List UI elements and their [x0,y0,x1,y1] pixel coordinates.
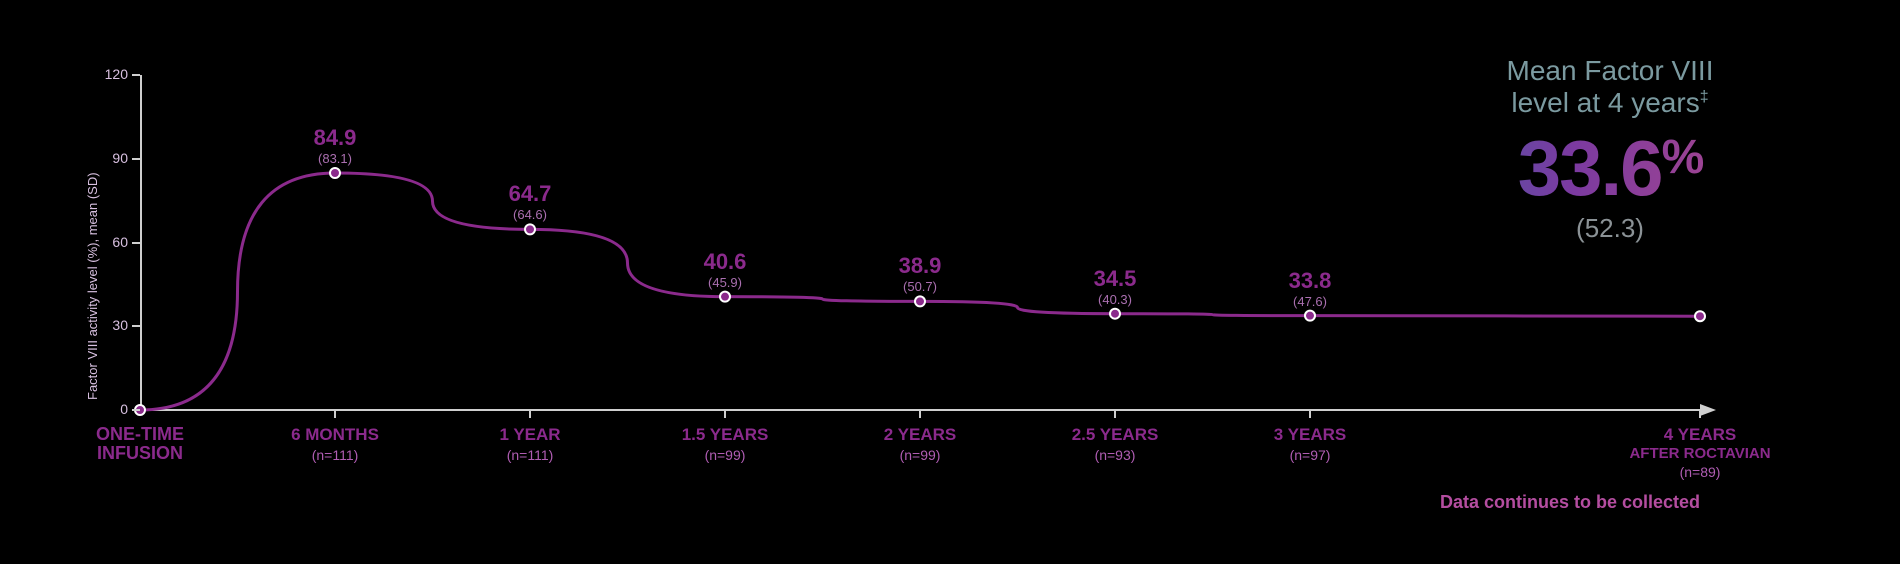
x-tick-label: 1.5 YEARS(n=99) [682,425,769,463]
chart-svg [0,0,1900,564]
x-origin-label: ONE-TIME INFUSION [96,425,184,463]
data-point-marker [1305,311,1315,321]
x-origin-line1: ONE-TIME [96,424,184,444]
data-point-marker [1695,311,1705,321]
footnote-text: Data continues to be collected [1440,492,1700,513]
data-point-marker [330,168,340,178]
x-tick-label: 4 YEARSAFTER ROCTAVIAN(n=89) [1629,425,1770,480]
y-tick-label: 0 [98,401,128,417]
y-tick-mark [132,74,140,76]
x-tick-mark [1114,410,1116,418]
data-point-marker [720,292,730,302]
y-tick-label: 30 [98,317,128,333]
data-point-label: 34.5(40.3) [1094,266,1137,307]
x-tick-label: 3 YEARS(n=97) [1274,425,1346,463]
data-point-label: 40.6(45.9) [704,249,747,290]
data-point-label: 84.9(83.1) [314,125,357,166]
data-point-marker [525,224,535,234]
x-tick-mark [919,410,921,418]
x-tick-label: 2 YEARS(n=99) [884,425,956,463]
chart-container: Factor VIII activity level (%), mean (SD… [0,0,1900,564]
data-point-label: 64.7(64.6) [509,181,552,222]
y-tick-mark [132,409,140,411]
y-tick-label: 120 [98,66,128,82]
data-point-marker [915,296,925,306]
data-point-label: 33.8(47.6) [1289,268,1332,309]
x-tick-mark [1699,410,1701,418]
y-tick-mark [132,242,140,244]
x-tick-mark [334,410,336,418]
x-tick-mark [529,410,531,418]
y-tick-label: 90 [98,150,128,166]
x-tick-label: 1 YEAR(n=111) [499,425,560,463]
y-tick-mark [132,325,140,327]
x-tick-mark [724,410,726,418]
x-tick-label: 2.5 YEARS(n=93) [1072,425,1159,463]
x-tick-label: 6 MONTHS(n=111) [291,425,379,463]
y-tick-mark [132,158,140,160]
data-point-marker [1110,309,1120,319]
x-origin-line2: INFUSION [97,443,183,463]
data-point-label: 38.9(50.7) [899,253,942,294]
x-tick-mark [1309,410,1311,418]
y-tick-label: 60 [98,234,128,250]
